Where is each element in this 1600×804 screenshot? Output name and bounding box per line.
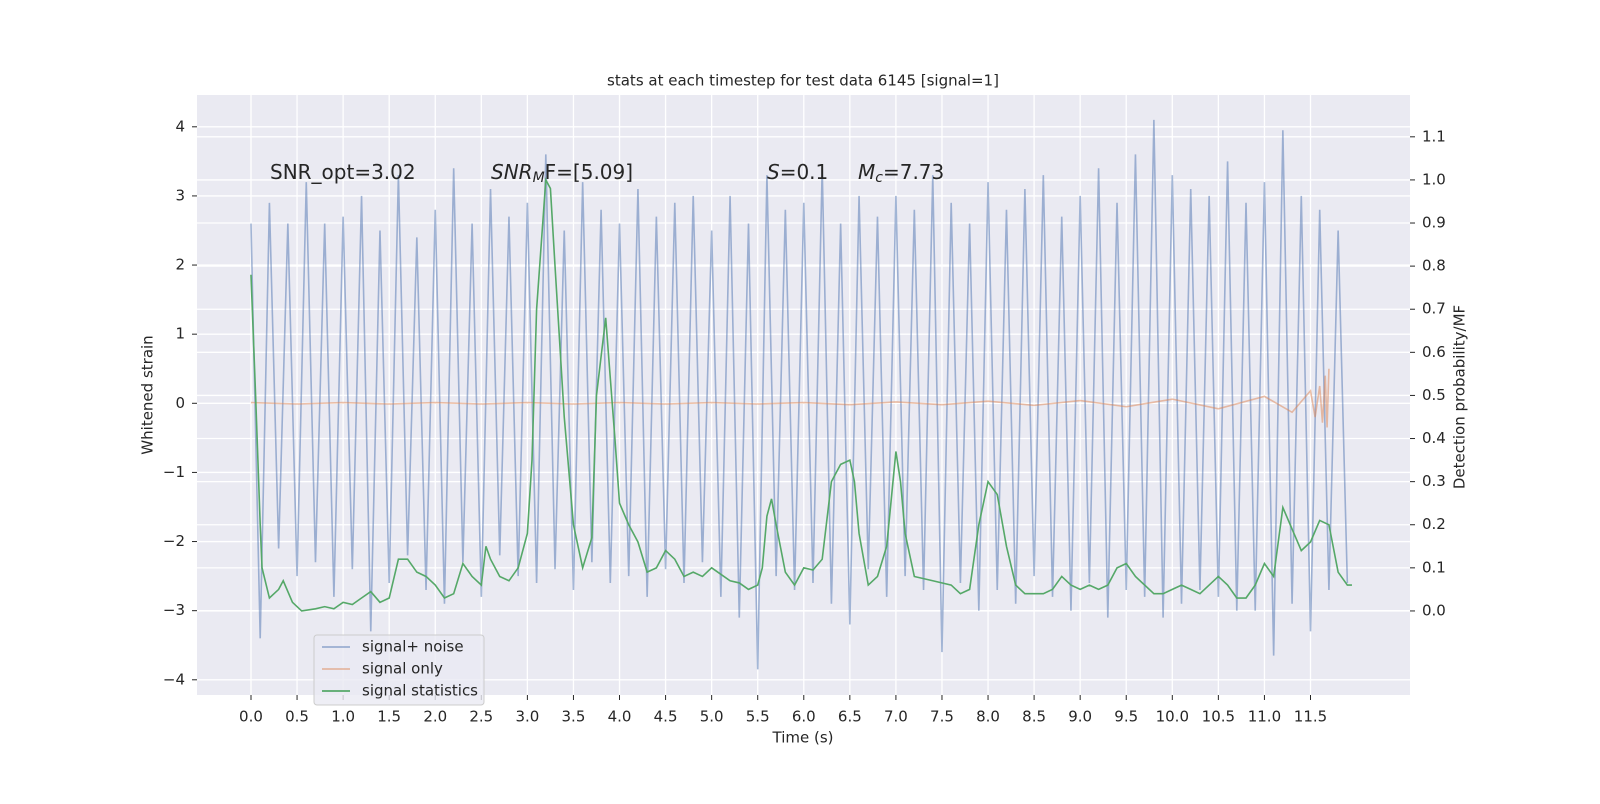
x-tick-label: 5.5 — [746, 708, 770, 726]
y2-tick-label: 0.6 — [1422, 343, 1446, 361]
x-tick-label: 1.0 — [331, 708, 355, 726]
series-line — [250, 119, 1349, 670]
y2-tick-label: 1.1 — [1422, 127, 1446, 145]
y2-tick-label: 0.0 — [1422, 601, 1446, 619]
y-tick-label: 2 — [175, 256, 185, 274]
x-tick-label: 5.0 — [700, 708, 724, 726]
foreground: 0.0 0.5 1.0 1.5 2.0 2.5 3.0 3.5 4.0 4.5 5.0 5.5 6.0 6… — [163, 117, 1446, 725]
annotation-part: SNR — [491, 160, 533, 184]
y2-tick-label: 0.5 — [1422, 386, 1446, 404]
x-tick-label: 6.5 — [838, 708, 862, 726]
x-tick-label: 10.5 — [1202, 708, 1235, 726]
y2-axis-label: Detection probability/MF — [1451, 305, 1469, 489]
y2-tick-label: 1.0 — [1422, 170, 1446, 188]
x-tick-label: 9.5 — [1114, 708, 1138, 726]
annotation-part: M — [533, 170, 545, 186]
x-tick-label: 11.5 — [1294, 708, 1327, 726]
x-tick-label: 10.0 — [1156, 708, 1189, 726]
y2-tick-label: 0.8 — [1422, 257, 1446, 275]
x-tick-label: 4.0 — [608, 708, 632, 726]
legend-label: signal+ noise — [362, 638, 464, 656]
y2-tick-label: 0.7 — [1422, 300, 1446, 318]
x-tick-label: 0.5 — [285, 708, 309, 726]
annotation-part: M — [858, 160, 875, 184]
y2-tick-label: 0.2 — [1422, 515, 1446, 533]
y-axis-label: Whitened strain — [139, 335, 157, 454]
y2-tick-label: 0.1 — [1422, 558, 1446, 576]
marks — [250, 119, 1352, 670]
y2-tick-label: 0.3 — [1422, 472, 1446, 490]
x-tick-label: 1.5 — [377, 708, 401, 726]
annotation: SNRMF=[5.09] — [491, 160, 633, 187]
x-tick-label: 11.0 — [1248, 708, 1281, 726]
y2-tick-label: 0.4 — [1422, 429, 1446, 447]
annotation-part: c — [875, 170, 883, 186]
x-tick-label: 2.0 — [423, 708, 447, 726]
x-tick-label: 2.5 — [469, 708, 493, 726]
legend-box — [313, 634, 485, 706]
y-tick-label: −1 — [163, 463, 185, 481]
series-line — [250, 368, 1330, 428]
x-tick-label: 6.0 — [792, 708, 816, 726]
annotation-part: SNR_opt=3.02 — [270, 160, 416, 184]
x-tick-label: 4.5 — [654, 708, 678, 726]
y2-tick-label: 0.9 — [1422, 214, 1446, 232]
x-tick-label: 3.0 — [515, 708, 539, 726]
y-tick-label: −4 — [163, 670, 185, 688]
x-tick-label: 7.0 — [884, 708, 908, 726]
series-line — [250, 177, 1352, 612]
y-tick-label: 1 — [175, 325, 185, 343]
annotation: SNR_opt=3.02 — [270, 160, 416, 184]
legend-label: signal only — [362, 660, 443, 678]
x-axis-label: Time (s) — [772, 729, 834, 747]
legend-label: signal statistics — [362, 682, 478, 700]
annotation-part: S — [767, 160, 780, 184]
x-tick-label: 8.5 — [1022, 708, 1046, 726]
y-tick-label: 4 — [175, 117, 185, 135]
x-tick-label: 0.0 — [239, 708, 263, 726]
y-tick-label: −3 — [163, 601, 185, 619]
chart-title: stats at each timestep for test data 614… — [607, 72, 999, 90]
annotation-part: F=[5.09] — [545, 160, 633, 184]
y-tick-label: 0 — [175, 394, 185, 412]
x-tick-label: 8.0 — [976, 708, 1000, 726]
annotation-part: =0.1 — [780, 160, 829, 184]
x-tick-label: 3.5 — [562, 708, 586, 726]
annotation: S=0.1 — [767, 160, 828, 184]
y-tick-label: 3 — [175, 186, 185, 204]
annotation: Mc=7.73 — [858, 160, 944, 187]
annotation-part: =7.73 — [883, 160, 944, 184]
x-tick-label: 7.5 — [930, 708, 954, 726]
x-tick-label: 9.0 — [1068, 708, 1092, 726]
y-tick-label: −2 — [163, 532, 185, 550]
